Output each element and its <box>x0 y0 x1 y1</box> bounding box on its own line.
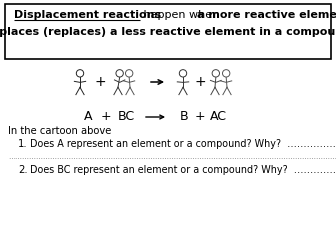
Text: A: A <box>84 110 92 123</box>
Text: Displacement reactions: Displacement reactions <box>14 10 161 20</box>
Text: displaces (replaces) a less reactive element in a compound.: displaces (replaces) a less reactive ele… <box>0 27 336 37</box>
Text: Does A represent an element or a compound? Why?  ……………………………………………: Does A represent an element or a compoun… <box>30 139 336 149</box>
Text: +: + <box>195 110 205 123</box>
Text: In the cartoon above: In the cartoon above <box>8 126 111 136</box>
Text: AC: AC <box>210 110 226 123</box>
Text: Does BC represent an element or a compound? Why?  ……………………………………: Does BC represent an element or a compou… <box>30 165 336 175</box>
Text: +: + <box>94 75 106 89</box>
FancyBboxPatch shape <box>5 4 331 59</box>
Text: BC: BC <box>118 110 134 123</box>
Text: a more reactive element: a more reactive element <box>197 10 336 20</box>
Text: 2.: 2. <box>18 165 28 175</box>
Text: happen when: happen when <box>140 10 223 20</box>
Text: ………………………………………………………………………………………………………………………………………………………………………………………………: …………………………………………………………………………………………………………… <box>8 154 336 160</box>
Text: B: B <box>180 110 188 123</box>
Text: +: + <box>194 75 206 89</box>
Text: +: + <box>101 110 111 123</box>
Text: 1.: 1. <box>18 139 28 149</box>
